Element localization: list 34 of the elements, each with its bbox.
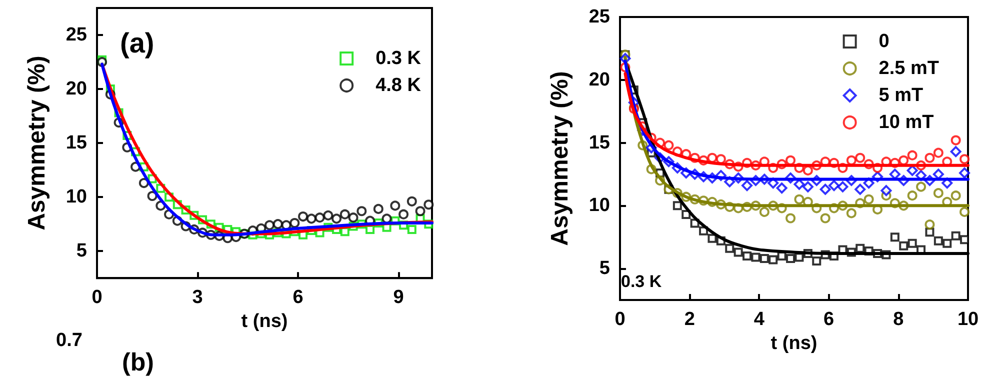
x-tick-label: 6 xyxy=(824,309,834,330)
x-tick-label: 9 xyxy=(393,287,404,308)
y-tick-label: 20 xyxy=(588,69,610,90)
x-tick-label: 8 xyxy=(893,309,904,330)
x-tick-label: 4 xyxy=(754,309,765,330)
legend-label: 0 xyxy=(878,31,890,52)
y-tick-label: 10 xyxy=(66,186,87,208)
y-tick-label: 25 xyxy=(66,24,88,46)
y-tick-label: 10 xyxy=(588,195,610,216)
x-tick-label: 0 xyxy=(614,309,626,330)
legend-label: 2.5 mT xyxy=(878,58,940,79)
y-tick-label: 20 xyxy=(66,78,87,100)
x-axis-title: t (ns) xyxy=(770,332,818,354)
y-tick-label: 25 xyxy=(588,6,610,28)
legend-label: 5 mT xyxy=(878,85,924,106)
x-tick-label: 10 xyxy=(957,309,979,330)
x-tick-label: 6 xyxy=(292,287,304,308)
y-tick-label: 5 xyxy=(76,240,88,262)
y-tick-label: 15 xyxy=(66,132,88,154)
legend-label: 10 mT xyxy=(878,112,934,133)
x-tick-label: 2 xyxy=(684,309,695,330)
x-tick-label: 3 xyxy=(192,287,203,308)
y-tick-label: 15 xyxy=(588,132,610,154)
legend-label: 4.8 K xyxy=(376,75,422,96)
y-axis-title: Asymmetry (%) xyxy=(24,56,50,230)
x-tick-label: 0 xyxy=(92,287,102,308)
annotation: 0.3 K xyxy=(621,272,662,291)
y-axis-title: Asymmetry (%) xyxy=(546,71,574,246)
text: (a) xyxy=(120,28,154,58)
text: (b) xyxy=(122,348,154,376)
text: 0.7 xyxy=(56,330,82,351)
x-axis-title: t (ns) xyxy=(241,311,288,332)
y-tick-label: 5 xyxy=(599,258,610,280)
legend-label: 0.3 K xyxy=(376,48,422,69)
